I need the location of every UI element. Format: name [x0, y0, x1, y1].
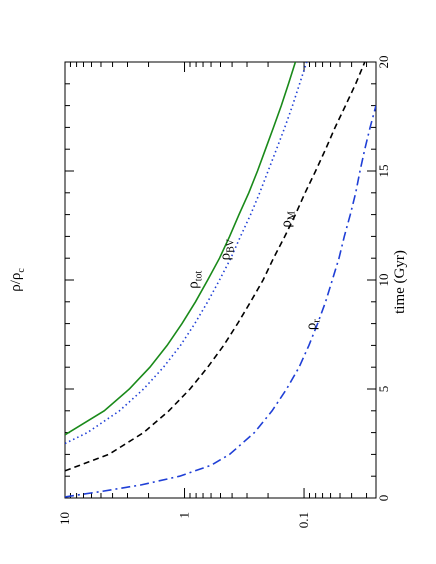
label-tot: ρtot — [185, 270, 204, 288]
x-tick-label: 5 — [376, 386, 391, 393]
curve-m — [65, 62, 366, 472]
y-axis-title: ρ/ρc — [8, 268, 27, 292]
label-text: ρM — [278, 211, 297, 228]
x-tick-label: 15 — [376, 165, 391, 178]
x-tick-label: 10 — [376, 274, 391, 287]
label-main: ρ — [218, 253, 234, 261]
label-sub: M — [286, 211, 297, 220]
label-r: ρr — [304, 319, 323, 331]
svg-text:ρ/ρc: ρ/ρc — [8, 268, 27, 292]
y-tick-label: 0.1 — [296, 512, 311, 528]
label-text: ρBV — [218, 238, 237, 260]
label-main: ρ — [278, 220, 294, 228]
y-tick-label: 1 — [177, 512, 192, 519]
curve-bv — [65, 62, 308, 445]
label-sub: BV — [226, 238, 237, 253]
label-main: ρ — [304, 323, 320, 331]
plot-border — [64, 61, 377, 499]
curve-tot — [65, 62, 297, 436]
x-axis-title: time (Gyr) — [392, 250, 408, 314]
label-m: ρM — [278, 211, 297, 228]
label-sub: r — [312, 319, 323, 323]
label-text: ρr — [304, 319, 323, 331]
curves — [65, 62, 376, 498]
plot-frame — [64, 61, 377, 499]
x-tick-label: 20 — [376, 56, 391, 69]
y-axis-title-main: ρ/ρ — [8, 273, 24, 292]
label-main: ρ — [185, 281, 201, 289]
y-tick-label: 10 — [57, 512, 72, 525]
label-sub: tot — [193, 270, 204, 281]
label-text: ρtot — [185, 270, 204, 288]
x-tick-label: 0 — [376, 495, 391, 502]
y-axis-title-sub: c — [16, 268, 27, 273]
axis-ticks: 0 5 10 15 20 10 1 0.1 — [57, 56, 391, 529]
curve-r — [65, 105, 376, 498]
label-bv: ρBV — [218, 238, 237, 260]
